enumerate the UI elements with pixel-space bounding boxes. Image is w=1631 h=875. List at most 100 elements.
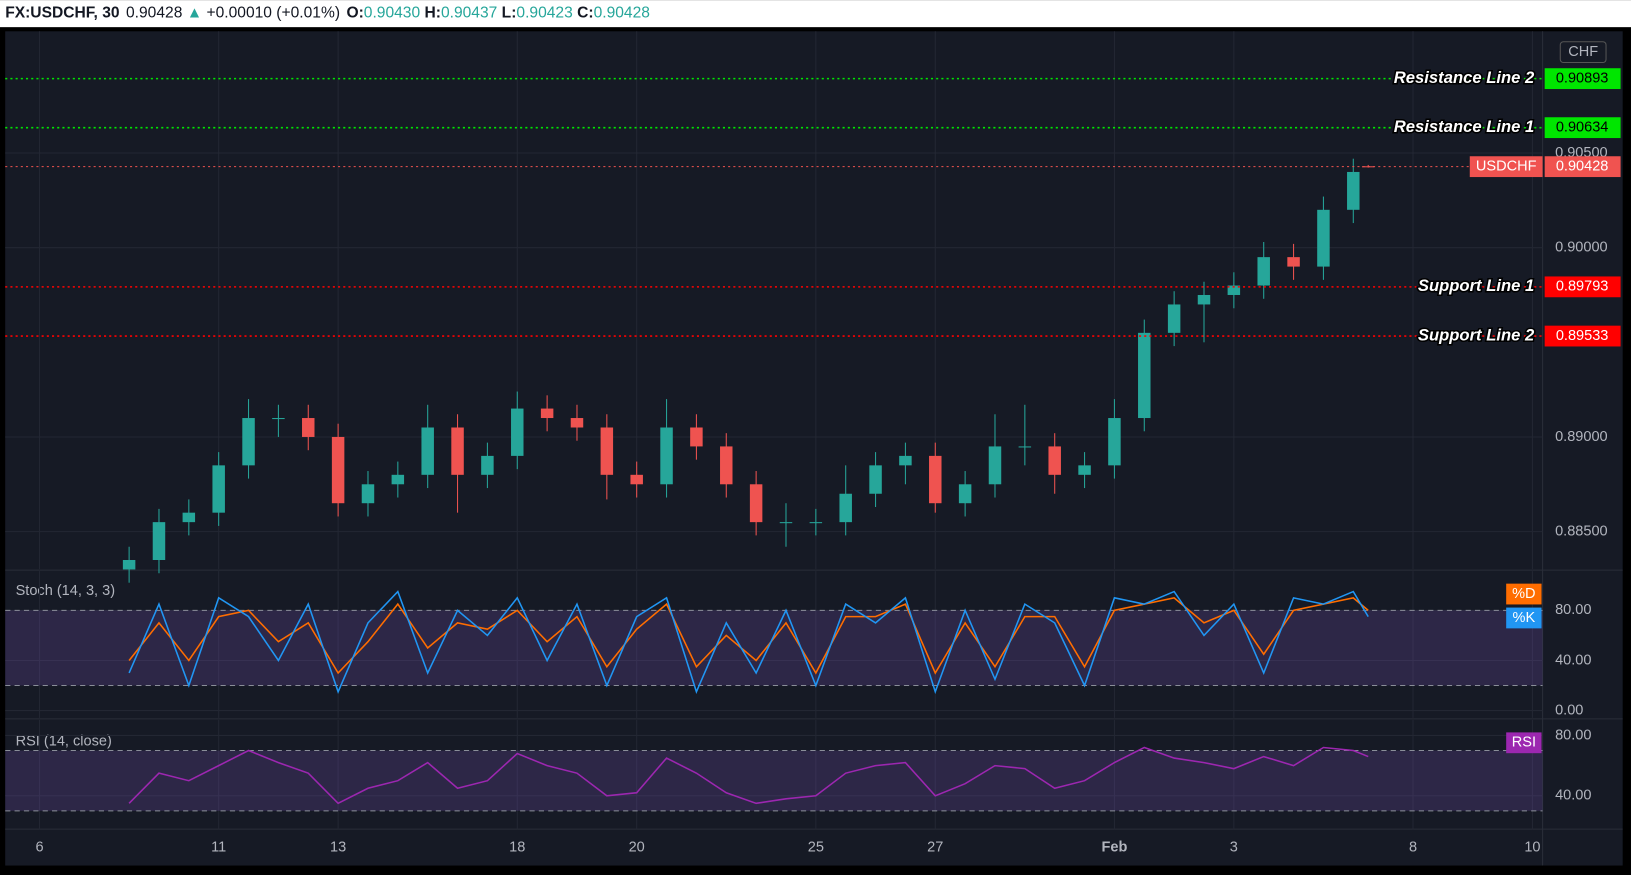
candle-body (331, 436, 345, 504)
legend-label: %K (1513, 610, 1536, 626)
candle-body (690, 427, 703, 447)
candle-body (600, 427, 614, 475)
symbol: FX:USDCHF, 30 (5, 5, 120, 22)
y-tick-label: 40.00 (1555, 652, 1591, 668)
candle-body (1138, 332, 1151, 419)
open-label: O: (346, 5, 363, 22)
candle-body (869, 465, 882, 494)
level-name: Resistance Line 1 (1394, 117, 1534, 136)
open-value: 0.90430 (364, 5, 421, 22)
candle-body (779, 522, 793, 524)
legend-label: %D (1512, 586, 1535, 602)
level-tag (1544, 276, 1621, 298)
candle-body (451, 427, 464, 475)
candle-body (1227, 285, 1241, 295)
level-tag (1544, 117, 1621, 139)
header: FX:USDCHF, 30 0.90428 ▲ +0.00010 (+0.01%… (5, 5, 650, 22)
candle-body (391, 474, 405, 485)
candle-body (212, 465, 225, 513)
x-tick-label: 10 (1524, 840, 1540, 856)
change: +0.00010 (+0.01%) (207, 5, 341, 22)
x-tick-label: 3 (1230, 840, 1238, 856)
candle-body (540, 408, 554, 419)
level-name: Support Line 2 (1418, 325, 1535, 344)
x-tick-label: 6 (35, 840, 43, 856)
high-label: H: (424, 5, 440, 22)
currency: CHF (1568, 44, 1598, 60)
candle-body (809, 522, 823, 524)
legend-tag (1506, 583, 1542, 605)
x-tick-label: 8 (1409, 840, 1417, 856)
candle-body (1317, 209, 1330, 267)
indicator-line (128, 596, 1369, 675)
candle-body (1048, 446, 1061, 475)
candle-body (1287, 257, 1300, 267)
y-tick-label: 40.00 (1555, 788, 1591, 804)
candle-body (302, 418, 315, 437)
candle-body (1347, 171, 1360, 210)
band-fill (5, 610, 1543, 686)
y-tick-label: 0.90000 (1555, 240, 1608, 256)
candle-body (272, 418, 285, 420)
last-price: 0.90428 (126, 5, 182, 22)
indicator-line (128, 746, 1369, 805)
candle-body (122, 559, 136, 570)
candle-body (1257, 257, 1270, 286)
candle-body (899, 455, 912, 466)
y-tick-label: 0.89000 (1555, 429, 1608, 445)
candle-body (749, 484, 763, 523)
candle-body (630, 474, 643, 485)
candle-body (660, 427, 673, 485)
candle-body (839, 493, 852, 523)
candle-body (361, 484, 375, 504)
candle-body (1197, 294, 1211, 305)
high-value: 0.90437 (441, 5, 497, 22)
candle-body (1167, 304, 1181, 333)
low-label: L: (502, 5, 517, 22)
close-value: 0.90428 (594, 5, 650, 22)
y-tick-label: 0.88500 (1555, 523, 1608, 539)
x-tick-label: Feb (1101, 840, 1127, 856)
y-tick-label: 80.00 (1555, 727, 1591, 743)
x-tick-label: 18 (509, 840, 525, 856)
level-tag (1544, 156, 1621, 178)
candle-body (720, 446, 733, 485)
candle-body (242, 418, 255, 466)
level-tag (1544, 325, 1621, 347)
legend-tag (1506, 732, 1542, 754)
level-value: 0.89793 (1556, 279, 1609, 295)
change-arrow: ▲ (187, 5, 202, 22)
x-tick-label: 13 (330, 840, 346, 856)
low-value: 0.90423 (516, 5, 572, 22)
stoch-title: Stoch (14, 3, 3) (16, 583, 115, 599)
level-name-tag (1469, 156, 1543, 178)
y-tick-label: 0.00 (1555, 702, 1583, 718)
level-name: Resistance Line 2 (1394, 68, 1535, 87)
rsi-title: RSI (14, close) (16, 734, 112, 750)
candle-body (929, 455, 942, 504)
level-name: Support Line 1 (1418, 276, 1534, 295)
candle-body (421, 427, 434, 475)
candle-body (570, 418, 584, 428)
legend-label: RSI (1512, 735, 1536, 751)
x-tick-label: 11 (211, 840, 226, 856)
level-value: 0.89533 (1556, 328, 1609, 344)
legend-tag (1506, 607, 1542, 629)
y-tick-label: 80.00 (1555, 602, 1591, 618)
candle-body (1078, 465, 1091, 475)
level-value: 0.90634 (1556, 120, 1609, 136)
level-tag (1544, 68, 1621, 90)
candle-body (1018, 446, 1032, 448)
close-label: C: (577, 5, 593, 22)
x-tick-label: 20 (629, 840, 645, 856)
candle-body (958, 484, 972, 504)
candle-body (511, 408, 524, 456)
level-value: 0.90428 (1556, 158, 1609, 174)
indicator-line (128, 590, 1369, 695)
x-tick-label: 27 (927, 840, 943, 856)
level-value: 0.90893 (1556, 70, 1609, 86)
candle-body (988, 446, 1002, 485)
candle-body (152, 522, 166, 560)
candle-body (1108, 418, 1121, 466)
